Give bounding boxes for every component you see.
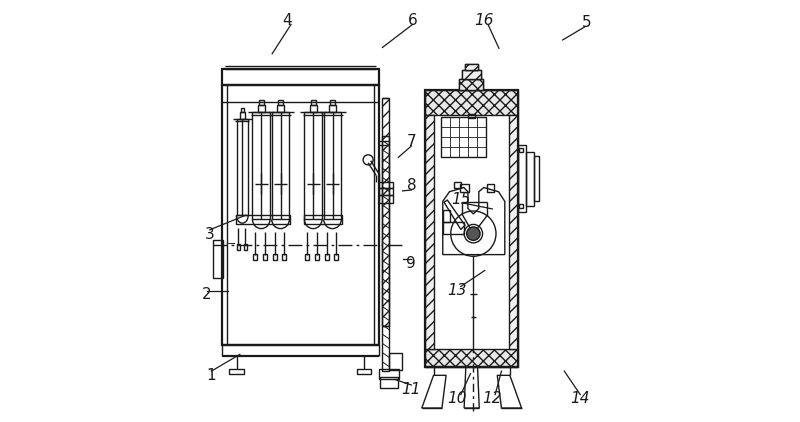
Bar [305,113,322,219]
Bar [310,100,316,105]
Bar [379,370,399,379]
Text: 7: 7 [406,134,416,149]
Bar [441,116,486,157]
Text: 13: 13 [447,283,466,298]
Bar [425,349,518,367]
Text: 5: 5 [582,15,591,30]
Bar [254,254,258,260]
Text: 10: 10 [448,391,467,406]
Bar [236,215,290,224]
Bar [534,156,539,201]
Bar [330,100,335,105]
Text: 1: 1 [206,368,216,383]
Bar [519,148,523,152]
Bar [334,254,338,260]
Text: 12: 12 [482,391,502,406]
Bar [310,105,317,113]
Bar [358,370,371,374]
Bar [272,113,290,219]
Text: 2: 2 [202,287,212,302]
Bar [509,116,518,349]
Bar [459,78,483,90]
Text: 16: 16 [474,13,494,28]
Text: 8: 8 [406,179,416,193]
Text: 4: 4 [282,13,292,28]
Circle shape [466,227,480,241]
Bar [237,243,240,249]
Bar [282,254,286,260]
Bar [222,69,379,85]
Bar [459,78,483,90]
Bar [378,195,393,203]
Bar [425,90,518,116]
Bar [230,370,244,374]
Bar [324,113,342,219]
Bar [315,254,319,260]
Bar [273,254,277,260]
Bar [442,222,464,234]
Bar [465,64,478,70]
Bar [240,112,245,119]
Bar [263,254,267,260]
Bar [380,377,398,388]
Bar [454,182,462,187]
Bar [244,243,247,249]
Bar [519,204,523,208]
Text: 15: 15 [451,192,471,207]
Bar [526,152,534,206]
Text: 3: 3 [205,227,214,241]
Bar [241,108,244,112]
Bar [258,105,265,113]
Bar [222,85,379,345]
Bar [459,184,469,192]
Bar [382,98,389,326]
Bar [378,182,393,188]
Text: −: − [226,239,236,249]
Bar [518,145,526,212]
Bar [442,210,450,222]
Text: 14: 14 [570,391,590,406]
Bar [253,113,270,219]
Bar [462,70,481,78]
Bar [487,184,494,192]
Bar [278,100,283,105]
Bar [214,241,222,278]
Bar [389,353,402,370]
Text: 11: 11 [402,381,421,397]
Bar [425,90,518,367]
Bar [325,254,329,260]
Text: 9: 9 [406,256,416,271]
Bar [258,100,264,105]
Bar [425,116,434,349]
Bar [382,136,389,371]
Bar [378,188,393,195]
Bar [462,70,481,78]
Bar [303,215,342,224]
Bar [329,105,336,113]
Bar [277,105,284,113]
Bar [468,114,475,117]
Bar [237,119,248,215]
Bar [306,254,310,260]
Bar [465,64,478,70]
Text: 6: 6 [408,13,418,28]
